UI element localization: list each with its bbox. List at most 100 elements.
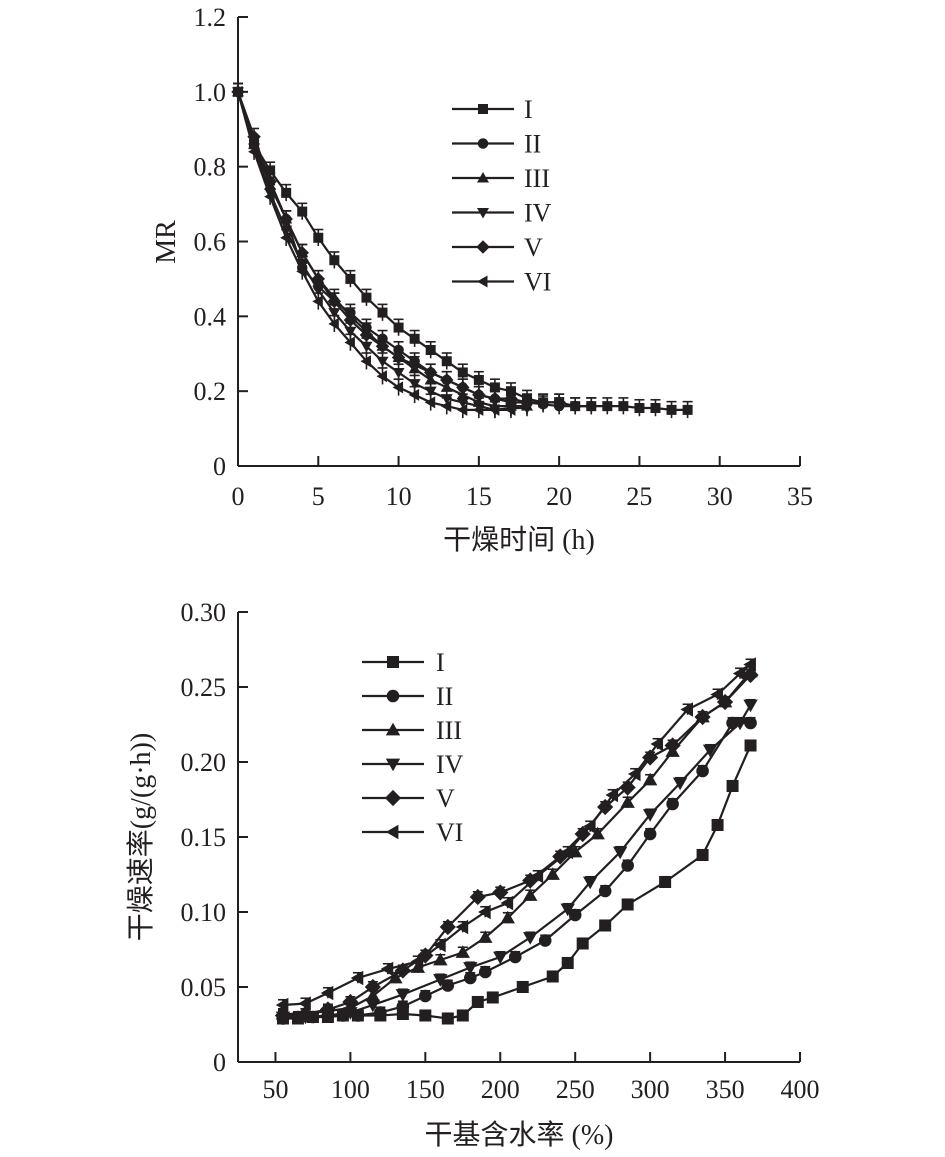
- chart-rate-legend-marker: [385, 824, 399, 840]
- chart-rate-point: [298, 996, 311, 1011]
- chart-rate-point: [455, 919, 469, 935]
- chart-rate-legend-item: II: [362, 682, 453, 711]
- chart-rate-legend-label: VI: [436, 818, 463, 847]
- chart-mr-legend-marker: [476, 240, 490, 254]
- chart-rate-x-tick-label: 150: [406, 1075, 445, 1104]
- chart-mr-point: [407, 358, 422, 372]
- chart-rate-legend-item: V: [362, 784, 455, 813]
- chart-mr-point: [552, 395, 566, 410]
- chart-rate-y-tick-label: 0.30: [181, 598, 227, 627]
- chart-rate-x-tick-label: 350: [706, 1075, 745, 1104]
- chart-mr-point: [423, 365, 438, 380]
- chart-mr-point: [344, 326, 357, 338]
- chart-rate-point: [642, 749, 659, 766]
- chart-rate-point: [523, 888, 538, 901]
- chart-rate-point: [545, 867, 560, 880]
- chart-rate-point: [711, 819, 724, 831]
- chart-mr-y-tick-label: 0.2: [194, 377, 227, 406]
- chart-rate-legend-label: I: [436, 648, 445, 677]
- chart-mr-legend-label: VI: [524, 268, 551, 297]
- chart-rate-point: [433, 937, 446, 953]
- chart-rate-legend-marker: [385, 722, 401, 736]
- chart-mr-legend-label: III: [524, 164, 550, 193]
- chart-mr-point: [344, 336, 355, 349]
- chart-rate-point: [598, 884, 612, 898]
- chart-rate-y-ticks: 0 0.05 0.10 0.15 0.20 0.25 0.30: [181, 598, 248, 1077]
- chart-rate-legend-marker: [384, 789, 402, 807]
- chart-rate-point: [642, 809, 658, 822]
- chart-rate-point: [478, 930, 493, 943]
- chart-mr-point: [280, 231, 291, 244]
- chart-mr-point: [392, 381, 404, 394]
- chart-mr-series-V: [231, 82, 566, 411]
- chart-mr-point: [569, 400, 581, 412]
- chart-rate-x-tick-label: 50: [262, 1075, 288, 1104]
- chart-rate-point: [395, 989, 411, 1002]
- chart-rate-point: [463, 962, 478, 975]
- chart-mr-point: [457, 367, 468, 378]
- chart-rate-point: [463, 971, 477, 985]
- chart-mr-point: [312, 295, 323, 308]
- chart-mr-point: [424, 386, 437, 398]
- chart-rate-point: [320, 985, 334, 1001]
- chart-rate-point: [419, 1009, 432, 1022]
- chart-mr-y-tick-label: 0.4: [194, 302, 227, 331]
- chart-rate-point: [546, 970, 559, 983]
- chart-mr-point: [311, 272, 326, 286]
- chart-mr-point: [408, 379, 421, 390]
- chart-rate-point: [478, 904, 491, 920]
- chart-rate-plot-area: [274, 657, 759, 1025]
- chart-mr-point: [329, 255, 340, 266]
- chart-rate-legend-label: V: [436, 784, 455, 813]
- chart-mr-x-tick-label: 30: [707, 482, 733, 511]
- chart-rate-series-line: [283, 704, 752, 1019]
- chart-rate-point: [621, 898, 634, 911]
- chart-rate-point: [576, 937, 589, 950]
- chart-mr-point: [425, 345, 436, 356]
- chart-rate-point: [743, 657, 756, 672]
- chart-rate-point: [744, 739, 757, 752]
- chart-mr-point: [409, 333, 420, 344]
- chart-rate-point: [274, 1007, 292, 1024]
- chart-mr-legend-label: IV: [524, 199, 552, 228]
- chart-mr-legend-marker: [478, 104, 488, 114]
- chart-rate-series-II: [276, 716, 757, 1025]
- chart-rate-point: [599, 919, 612, 932]
- chart-mr-legend-marker: [477, 138, 489, 149]
- chart-rate-point: [365, 999, 381, 1013]
- chart-rate-y-tick-label: 0.20: [181, 748, 227, 777]
- chart-rate-y-tick-label: 0: [213, 1048, 226, 1077]
- chart-rate-point: [696, 849, 709, 861]
- chart-rate-legend-label: IV: [436, 750, 464, 779]
- chart-rate-point: [560, 844, 574, 860]
- chart-rate-point: [612, 846, 628, 860]
- chart-mr-x-ticks: 0 5 10 15 20 25 30 35: [232, 456, 813, 511]
- chart-mr-y-tick-label: 1.2: [194, 3, 227, 32]
- chart-mr-legend-marker: [477, 208, 489, 219]
- chart-rate-legend-item: III: [362, 716, 462, 745]
- chart-rate-series-III: [275, 664, 758, 1020]
- chart-rate-point: [726, 780, 739, 792]
- chart-rate-point: [694, 708, 711, 726]
- chart-mr-point: [682, 404, 693, 415]
- chart-mr-point: [248, 145, 259, 158]
- chart-rate-point: [582, 819, 596, 834]
- chart-rate-point: [642, 772, 658, 786]
- chart-rate-point: [664, 737, 681, 754]
- chart-mr-plot-area: [231, 82, 693, 419]
- chart-rate-point: [743, 699, 758, 713]
- chart-mr-point: [392, 367, 405, 379]
- chart-rate-x-tick-label: 200: [481, 1075, 520, 1104]
- chart-mr-x-tick-label: 35: [787, 482, 813, 511]
- chart-mr-point: [376, 356, 389, 368]
- chart-rate-point: [456, 1009, 469, 1022]
- chart-rate-x-tick-label: 400: [781, 1075, 820, 1104]
- chart-rate-series-IV: [275, 698, 758, 1025]
- chart-mr-legend-item: III: [452, 164, 550, 193]
- chart-mr-legend-item: VI: [452, 268, 551, 297]
- chart-rate-point: [522, 872, 539, 889]
- chart-mr-x-tick-label: 15: [466, 482, 492, 511]
- chart-mr-point: [295, 245, 309, 260]
- chart-rate-point: [732, 717, 748, 731]
- chart-mr-point: [650, 403, 661, 414]
